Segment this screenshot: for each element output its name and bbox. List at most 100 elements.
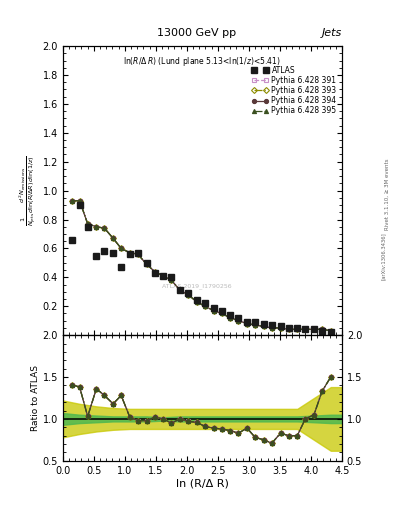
X-axis label: ln (R/Δ R): ln (R/Δ R): [176, 478, 229, 488]
Pythia 6.428 394: [303, 326, 308, 332]
Pythia 6.428 391: [136, 251, 140, 257]
ATLAS: [161, 273, 166, 279]
Pythia 6.428 395: [320, 326, 325, 332]
Pythia 6.428 395: [286, 326, 291, 332]
Pythia 6.428 393: [161, 273, 166, 279]
Pythia 6.428 394: [127, 250, 132, 256]
Pythia 6.428 394: [228, 315, 233, 321]
Pythia 6.428 394: [253, 322, 257, 328]
Pythia 6.428 391: [228, 315, 233, 321]
Pythia 6.428 395: [295, 326, 299, 332]
Pythia 6.428 391: [278, 325, 283, 331]
Pythia 6.428 395: [219, 310, 224, 316]
Pythia 6.428 394: [219, 310, 224, 316]
Pythia 6.428 395: [278, 325, 283, 331]
Pythia 6.428 393: [102, 225, 107, 231]
Pythia 6.428 393: [295, 326, 299, 332]
Pythia 6.428 395: [245, 321, 250, 327]
Pythia 6.428 393: [286, 326, 291, 332]
ATLAS: [178, 287, 182, 293]
Pythia 6.428 391: [178, 287, 182, 293]
Text: Jets: Jets: [321, 28, 342, 38]
Pythia 6.428 393: [111, 235, 116, 241]
Pythia 6.428 393: [136, 251, 140, 257]
Pythia 6.428 391: [312, 326, 316, 332]
Pythia 6.428 393: [219, 310, 224, 316]
ATLAS: [102, 248, 107, 254]
Pythia 6.428 394: [329, 328, 333, 334]
ATLAS: [169, 274, 174, 281]
Pythia 6.428 394: [169, 277, 174, 283]
ATLAS: [253, 319, 257, 325]
ATLAS: [127, 251, 132, 257]
ATLAS: [211, 305, 216, 311]
Pythia 6.428 395: [195, 299, 199, 305]
Pythia 6.428 393: [144, 261, 149, 267]
ATLAS: [303, 326, 308, 332]
Pythia 6.428 395: [144, 261, 149, 267]
Pythia 6.428 391: [303, 326, 308, 332]
Pythia 6.428 394: [144, 261, 149, 267]
Pythia 6.428 394: [152, 268, 157, 274]
Pythia 6.428 391: [320, 326, 325, 332]
Pythia 6.428 393: [169, 277, 174, 283]
Line: Pythia 6.428 393: Pythia 6.428 393: [70, 199, 333, 333]
Pythia 6.428 395: [329, 328, 333, 334]
Pythia 6.428 393: [94, 224, 99, 230]
ATLAS: [270, 322, 274, 328]
Pythia 6.428 395: [136, 251, 140, 257]
Pythia 6.428 394: [94, 224, 99, 230]
Pythia 6.428 394: [236, 317, 241, 324]
Pythia 6.428 395: [127, 250, 132, 256]
Pythia 6.428 391: [261, 324, 266, 330]
Text: $\ln(R/\Delta\,R)$ (Lund plane 5.13<$\ln(1/z)$<5.41): $\ln(R/\Delta\,R)$ (Lund plane 5.13<$\ln…: [123, 55, 281, 68]
Pythia 6.428 391: [69, 198, 74, 204]
Pythia 6.428 395: [270, 325, 274, 331]
Pythia 6.428 391: [144, 261, 149, 267]
ATLAS: [195, 297, 199, 304]
Pythia 6.428 391: [195, 299, 199, 305]
Text: Rivet 3.1.10, ≥ 3M events: Rivet 3.1.10, ≥ 3M events: [385, 159, 389, 230]
Pythia 6.428 393: [245, 321, 250, 327]
Pythia 6.428 393: [69, 198, 74, 204]
Line: ATLAS: ATLAS: [69, 202, 334, 335]
ATLAS: [202, 300, 207, 306]
Pythia 6.428 394: [195, 299, 199, 305]
Pythia 6.428 393: [236, 317, 241, 324]
Pythia 6.428 391: [152, 268, 157, 274]
ATLAS: [186, 290, 191, 296]
Pythia 6.428 394: [286, 326, 291, 332]
Pythia 6.428 391: [286, 326, 291, 332]
Pythia 6.428 393: [312, 326, 316, 332]
ATLAS: [144, 260, 149, 266]
ATLAS: [85, 224, 90, 230]
Pythia 6.428 394: [261, 324, 266, 330]
ATLAS: [295, 325, 299, 331]
Pythia 6.428 395: [111, 235, 116, 241]
ATLAS: [261, 321, 266, 327]
Line: Pythia 6.428 395: Pythia 6.428 395: [70, 199, 333, 333]
Pythia 6.428 393: [202, 303, 207, 309]
Pythia 6.428 394: [77, 198, 82, 204]
Pythia 6.428 394: [186, 292, 191, 298]
Pythia 6.428 393: [261, 324, 266, 330]
ATLAS: [228, 312, 233, 318]
Pythia 6.428 394: [245, 321, 250, 327]
Pythia 6.428 393: [278, 325, 283, 331]
ATLAS: [111, 250, 116, 256]
Pythia 6.428 395: [211, 308, 216, 314]
Pythia 6.428 395: [152, 268, 157, 274]
ATLAS: [329, 329, 333, 335]
ATLAS: [245, 319, 250, 325]
Pythia 6.428 391: [211, 308, 216, 314]
Line: Pythia 6.428 394: Pythia 6.428 394: [70, 199, 333, 333]
Pythia 6.428 391: [295, 326, 299, 332]
Pythia 6.428 393: [270, 325, 274, 331]
Text: 13000 GeV pp: 13000 GeV pp: [157, 28, 236, 38]
Pythia 6.428 391: [236, 317, 241, 324]
Pythia 6.428 395: [69, 198, 74, 204]
Pythia 6.428 393: [195, 299, 199, 305]
Pythia 6.428 394: [111, 235, 116, 241]
Pythia 6.428 394: [85, 221, 90, 227]
Pythia 6.428 394: [136, 251, 140, 257]
